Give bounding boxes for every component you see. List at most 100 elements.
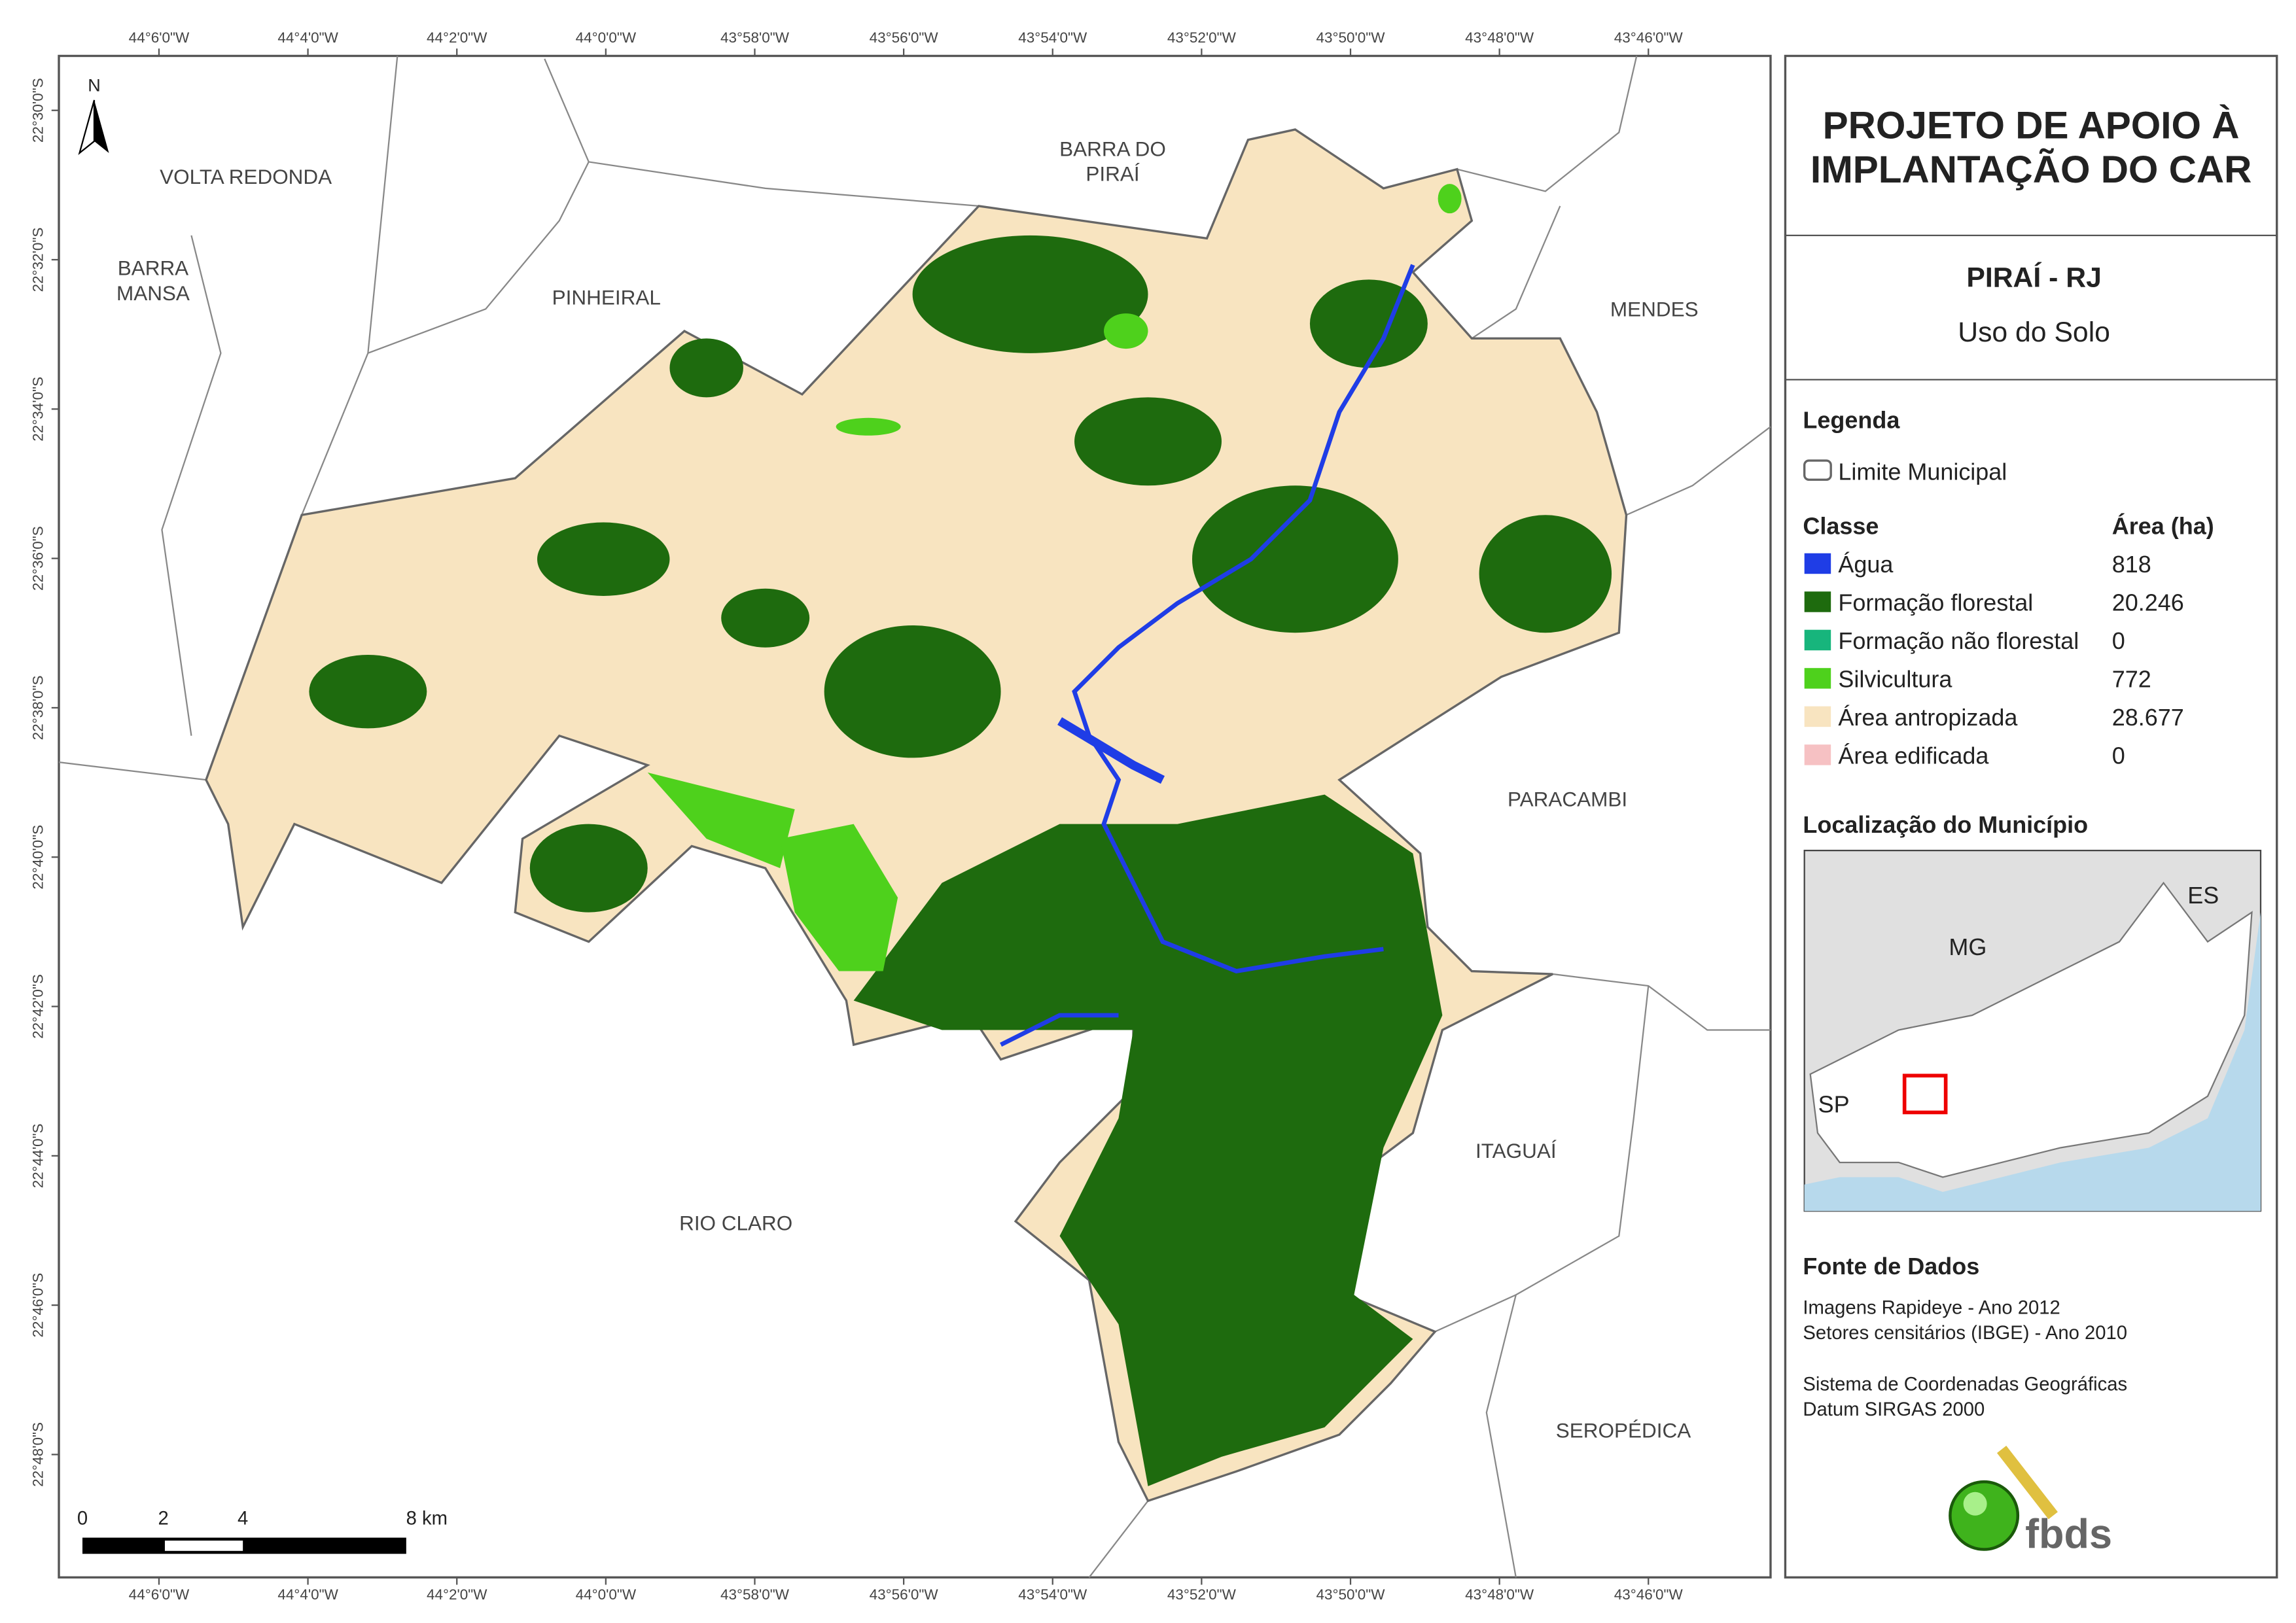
north-arrow	[94, 99, 109, 153]
silviculture	[1438, 184, 1462, 214]
scale-label: 8 km	[406, 1508, 448, 1529]
legend-label: Formação não florestal	[1838, 627, 2079, 654]
x-coord-label: 44°2'0"W	[427, 1586, 487, 1603]
x-coord-label: 44°6'0"W	[129, 29, 190, 46]
y-coord-label: 22°44'0"S	[29, 1123, 46, 1188]
north-arrow	[78, 99, 96, 155]
source-line: Imagens Rapideye - Ano 2012	[1803, 1298, 2060, 1319]
scale-segment	[164, 1541, 243, 1551]
inset-label: SP	[1818, 1091, 1850, 1117]
x-coord-label: 43°58'0"W	[720, 1586, 790, 1603]
forest	[912, 235, 1148, 353]
place-label: MANSA	[116, 281, 190, 305]
y-coord-label: 22°42'0"S	[29, 974, 46, 1039]
x-coord-label: 43°52'0"W	[1167, 29, 1237, 46]
place-label: ITAGUAÍ	[1475, 1139, 1557, 1162]
x-coord-label: 44°6'0"W	[129, 1586, 190, 1603]
x-coord-label: 43°56'0"W	[870, 29, 939, 46]
x-coord-label: 43°50'0"W	[1316, 1586, 1385, 1603]
x-coord-label: 43°58'0"W	[720, 29, 790, 46]
forest	[529, 824, 648, 913]
x-coord-label: 43°46'0"W	[1614, 29, 1684, 46]
municipality: PIRAÍ - RJ	[1966, 262, 2102, 294]
legend-title: Legenda	[1803, 407, 1900, 434]
silviculture	[1104, 313, 1148, 349]
title: PROJETO DE APOIO À	[1823, 103, 2240, 147]
scale-label: 2	[158, 1508, 169, 1529]
forest	[1479, 515, 1612, 633]
scale-bar: 0 2 4 8 km	[77, 1508, 448, 1554]
inset-label: ES	[2187, 882, 2219, 909]
y-coord-label: 22°34'0"S	[29, 377, 46, 442]
legend-label: Formação florestal	[1838, 589, 2033, 616]
legend-area: 28.677	[2112, 704, 2184, 731]
silviculture-patches	[647, 184, 1462, 971]
forest	[1192, 485, 1398, 633]
area-header: Área (ha)	[2112, 513, 2214, 540]
place-label: PARACAMBI	[1508, 788, 1627, 811]
state	[1809, 881, 2253, 1178]
scale-label: 4	[238, 1508, 248, 1529]
logo-circle	[1949, 1480, 2020, 1551]
river	[1072, 264, 1415, 974]
inset-map: ES MG SP	[1803, 849, 2262, 1212]
legend-swatch	[1804, 668, 1831, 689]
x-coord-label: 43°56'0"W	[870, 1586, 939, 1603]
title: IMPLANTAÇÃO DO CAR	[1810, 148, 2252, 191]
location-box	[1902, 1073, 1948, 1115]
legend-swatch	[1804, 706, 1831, 727]
logo-text: fbds	[2025, 1511, 2112, 1557]
legend-label: Água	[1838, 551, 1893, 578]
y-coord-label: 22°38'0"S	[29, 676, 46, 741]
x-coord-label: 43°50'0"W	[1316, 29, 1385, 46]
boundary	[1471, 205, 1561, 340]
boundary	[1552, 973, 1771, 1031]
logo-highlight	[1963, 1492, 1987, 1516]
forest	[721, 588, 810, 648]
side-panel	[1784, 54, 2278, 1579]
x-coord-label: 43°48'0"W	[1465, 29, 1534, 46]
inset-label: MG	[1949, 934, 1987, 960]
x-coord-label: 44°2'0"W	[427, 29, 487, 46]
y-coord-label: 22°48'0"S	[29, 1422, 46, 1487]
legend-rows: Água 818 Formação florestal 20.246 Formação …	[1804, 551, 2184, 769]
forest	[669, 338, 743, 398]
x-coord-label: 43°52'0"W	[1167, 1586, 1237, 1603]
legend-swatch	[1804, 744, 1831, 765]
boundary	[58, 761, 207, 781]
y-coord-label: 22°36'0"S	[29, 526, 46, 591]
legend-area: 0	[2112, 627, 2125, 654]
legend-label: Área antropizada	[1838, 704, 2017, 731]
legend-swatch	[1804, 553, 1831, 574]
legend-swatch	[1804, 629, 1831, 651]
ocean	[1804, 912, 2261, 1212]
legend-area: 818	[2112, 551, 2151, 578]
x-coord-label: 43°48'0"W	[1465, 1586, 1534, 1603]
x-coord-label: 43°46'0"W	[1614, 1586, 1684, 1603]
forest	[1309, 279, 1428, 368]
place-label: MENDES	[1610, 298, 1699, 321]
boundary	[1485, 985, 1650, 1578]
logo: fbds	[1949, 1446, 2112, 1557]
north-label: N	[88, 75, 101, 95]
place-label: SEROPÉDICA	[1556, 1419, 1691, 1442]
forest	[537, 522, 670, 596]
scale-segment	[82, 1537, 406, 1554]
place-label: RIO CLARO	[679, 1211, 792, 1234]
forest	[1074, 397, 1222, 486]
boundary	[161, 235, 222, 736]
forest	[824, 625, 1001, 758]
place-label: BARRA	[118, 256, 188, 280]
forest-patches	[309, 235, 1612, 1486]
boundary	[588, 161, 979, 207]
legend-area: 20.246	[2112, 589, 2184, 616]
legend-label: Limite Municipal	[1838, 458, 2007, 485]
boundary	[1626, 426, 1771, 516]
x-coord-label: 44°4'0"W	[277, 1586, 338, 1603]
place-label: PINHEIRAL	[552, 286, 661, 309]
class-header: Classe	[1803, 513, 1879, 540]
sources-title: Fonte de Dados	[1803, 1253, 1979, 1280]
river	[1000, 1013, 1119, 1047]
legend-swatch	[1804, 591, 1831, 612]
legend-area: 772	[2112, 665, 2151, 692]
